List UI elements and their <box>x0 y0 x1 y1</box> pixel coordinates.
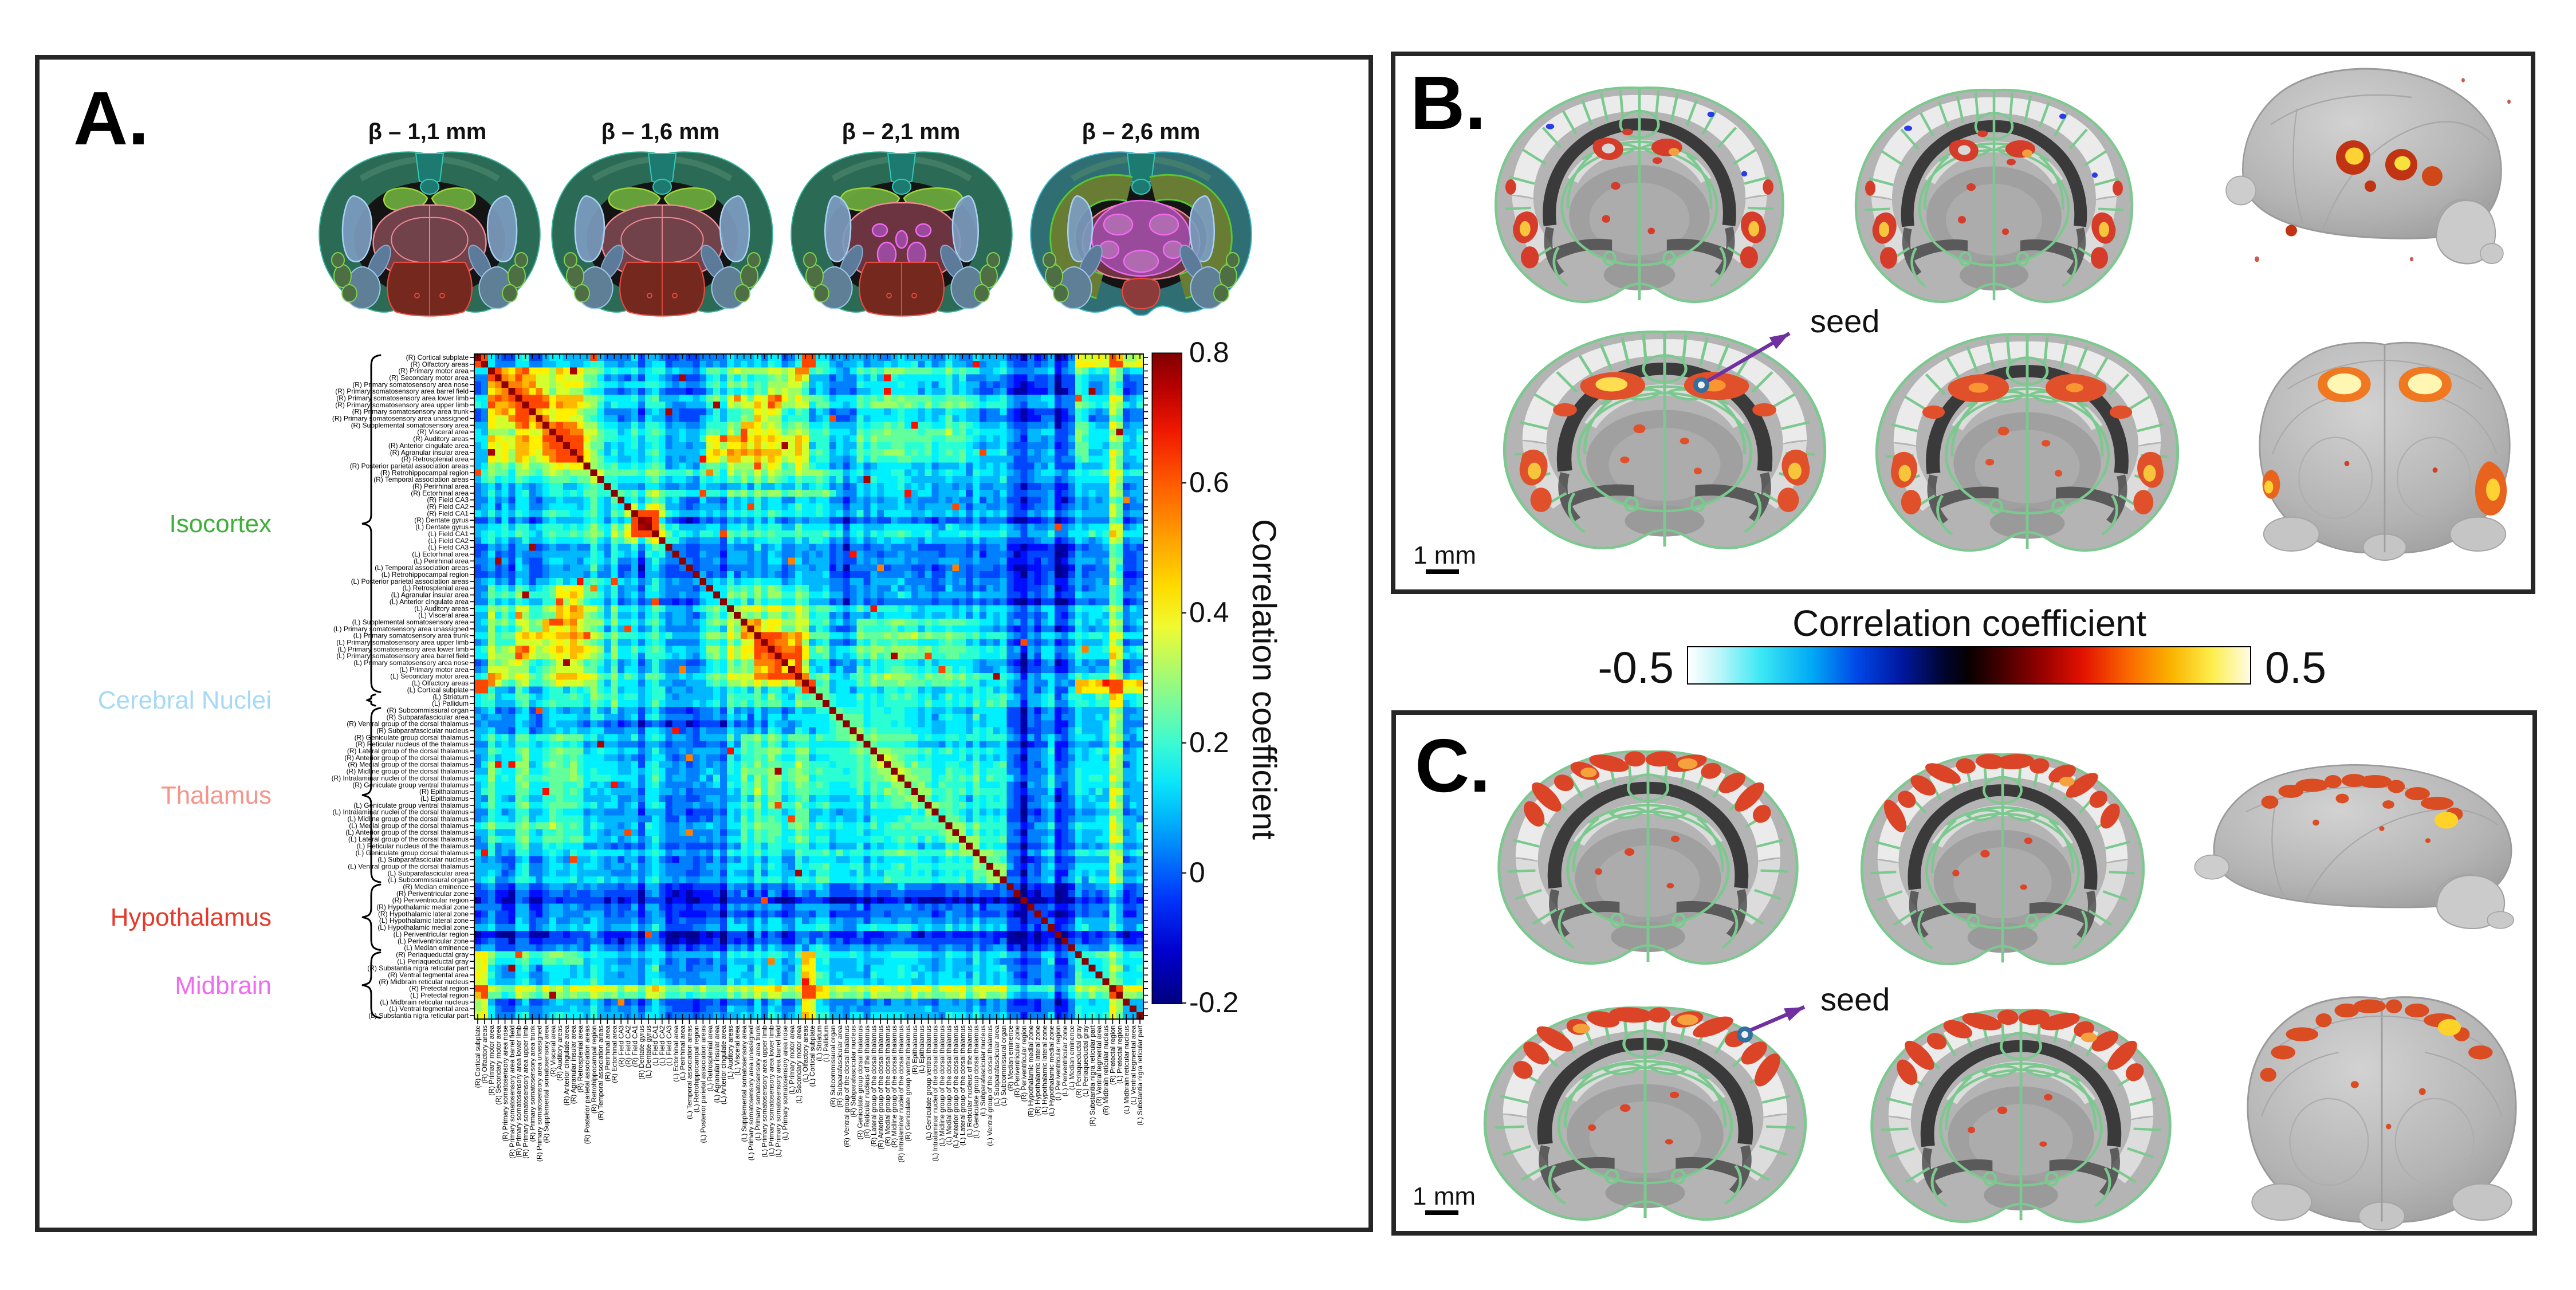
svg-text:β – 2,6 mm: β – 2,6 mm <box>1082 119 1201 144</box>
svg-text:β – 1,1 mm: β – 1,1 mm <box>368 119 487 144</box>
svg-text:β – 2,1 mm: β – 2,1 mm <box>842 119 961 144</box>
svg-text:A.: A. <box>73 76 149 160</box>
svg-text:β – 1,6 mm: β – 1,6 mm <box>601 119 720 144</box>
